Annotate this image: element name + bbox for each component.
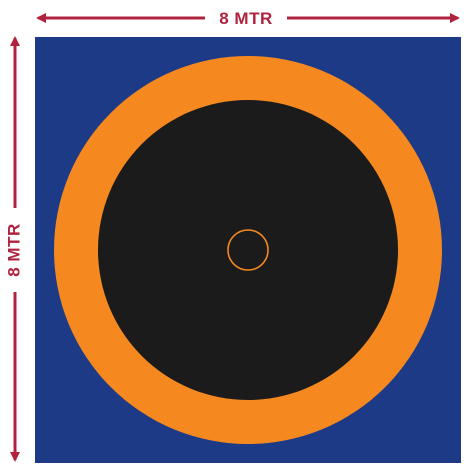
- inner-disc: [98, 100, 398, 400]
- center-circle: [227, 229, 269, 271]
- width-dimension-label: 8 MTR: [219, 9, 273, 28]
- height-dimension: 8 MTR: [4, 36, 23, 462]
- height-dimension-label: 8 MTR: [4, 223, 23, 277]
- width-dimension: 8 MTR: [36, 9, 460, 28]
